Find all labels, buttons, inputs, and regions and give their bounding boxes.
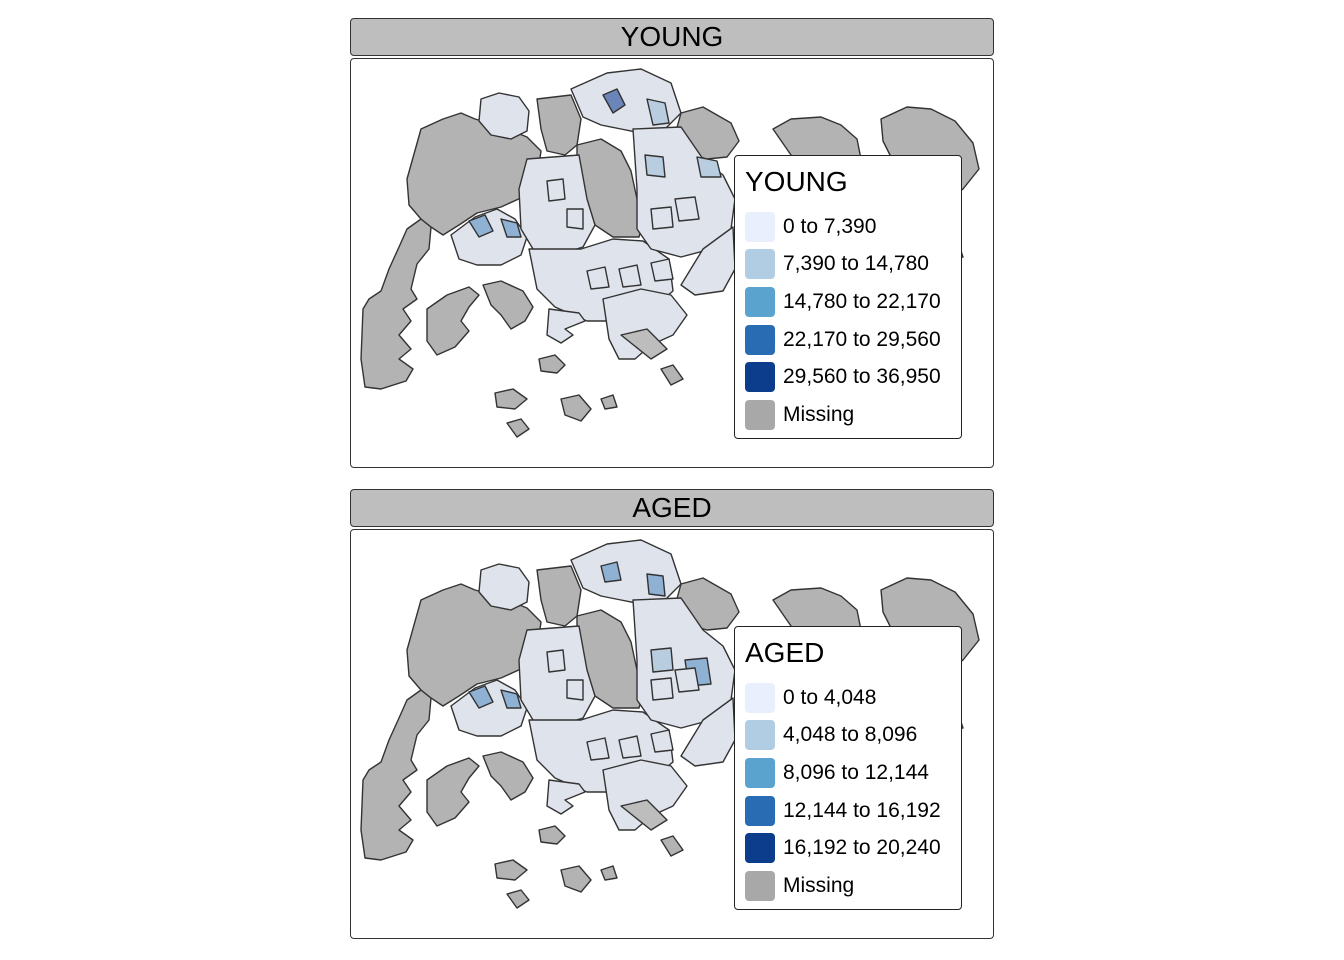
legend-label: 0 to 7,390 <box>783 214 877 238</box>
legend-label: Missing <box>783 402 855 426</box>
legend-swatch <box>745 833 775 864</box>
legend-label: 0 to 4,048 <box>783 685 877 709</box>
facet-young: YOUNG <box>350 18 994 468</box>
legend-item: 14,780 to 22,170 <box>745 283 951 321</box>
choropleth-map-young <box>360 68 980 438</box>
legend-label: 16,192 to 20,240 <box>783 836 941 860</box>
choropleth-map-aged <box>360 539 980 909</box>
map-panel-young: YOUNG 0 to 7,390 7,390 to 14,780 14,780 … <box>350 58 994 468</box>
legend-label: 22,170 to 29,560 <box>783 327 941 351</box>
legend-swatch <box>745 720 775 751</box>
facet-strip-label: AGED <box>632 492 712 523</box>
legend-label: Missing <box>783 873 855 897</box>
legend-item: 7,390 to 14,780 <box>745 246 951 284</box>
facet-strip-young: YOUNG <box>350 18 994 56</box>
legend-item: 16,192 to 20,240 <box>745 829 951 867</box>
legend-swatch <box>745 795 775 826</box>
facet-strip-label: YOUNG <box>620 21 724 52</box>
legend-swatch <box>745 211 775 242</box>
legend-item: 0 to 4,048 <box>745 679 951 717</box>
map-panel-aged: AGED 0 to 4,048 4,048 to 8,096 8,096 to … <box>350 529 994 939</box>
legend-item: Missing <box>745 396 951 434</box>
legend-item: 4,048 to 8,096 <box>745 717 951 755</box>
legend-swatch <box>745 324 775 355</box>
map-legend-aged: AGED 0 to 4,048 4,048 to 8,096 8,096 to … <box>734 626 962 910</box>
legend-label: 29,560 to 36,950 <box>783 365 941 389</box>
legend-item: 12,144 to 16,192 <box>745 792 951 830</box>
legend-item: Missing <box>745 867 951 905</box>
legend-label: 14,780 to 22,170 <box>783 289 941 313</box>
legend-label: 7,390 to 14,780 <box>783 252 929 276</box>
legend-item: 29,560 to 36,950 <box>745 358 951 396</box>
legend-item: 22,170 to 29,560 <box>745 321 951 359</box>
legend-swatch <box>745 249 775 280</box>
legend-title: YOUNG <box>745 166 848 197</box>
facet-aged: AGED <box>350 489 994 939</box>
legend-swatch <box>745 757 775 788</box>
legend-title: AGED <box>745 637 825 668</box>
legend-swatch <box>745 362 775 393</box>
legend-item: 8,096 to 12,144 <box>745 754 951 792</box>
legend-label: 12,144 to 16,192 <box>783 798 941 822</box>
legend-label: 8,096 to 12,144 <box>783 760 929 784</box>
map-legend-young: YOUNG 0 to 7,390 7,390 to 14,780 14,780 … <box>734 155 962 439</box>
legend-swatch <box>745 682 775 713</box>
facet-strip-aged: AGED <box>350 489 994 527</box>
legend-swatch <box>745 399 775 430</box>
legend-item: 0 to 7,390 <box>745 208 951 246</box>
legend-label: 4,048 to 8,096 <box>783 723 918 747</box>
legend-swatch <box>745 870 775 901</box>
legend-swatch <box>745 286 775 317</box>
